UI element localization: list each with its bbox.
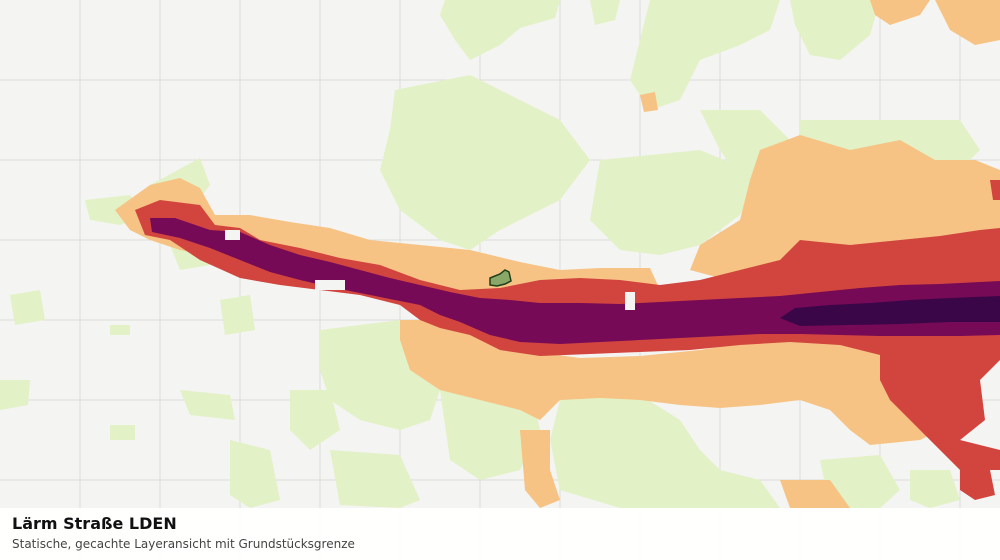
noise-zone-lowest: [0, 0, 980, 508]
map-caption: Lärm Straße LDEN Statische, gecachte Lay…: [0, 508, 1000, 560]
layer-title: Lärm Straße LDEN: [12, 514, 177, 533]
layer-subtitle: Statische, gecachte Layeransicht mit Gru…: [12, 537, 355, 551]
noise-zone-highest: [780, 296, 1000, 326]
map-gaps: [225, 230, 635, 310]
parcel-boundary[interactable]: [489, 269, 512, 287]
noise-zone-high: [150, 218, 1000, 344]
